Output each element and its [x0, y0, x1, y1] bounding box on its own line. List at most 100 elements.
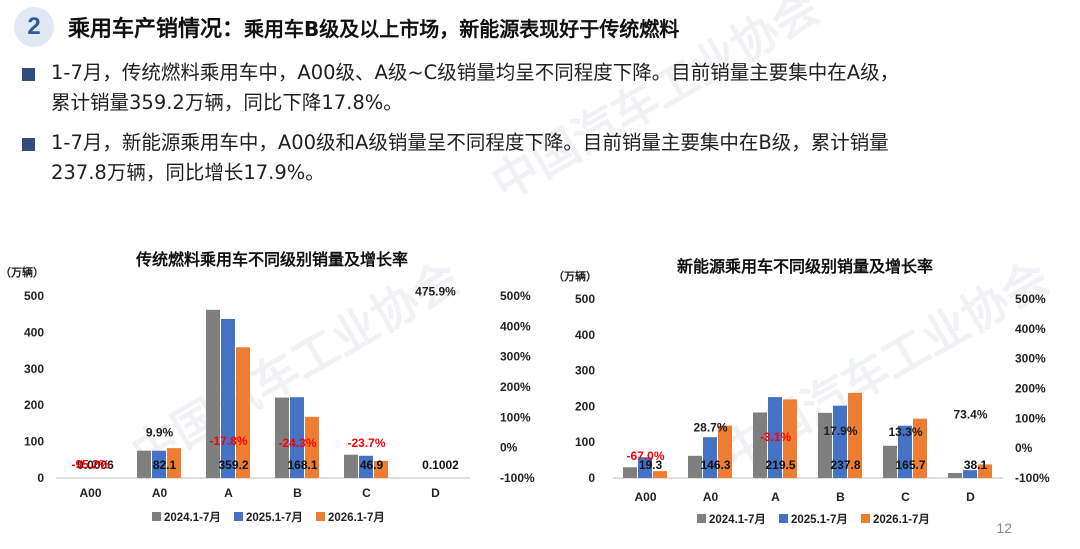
slide-header: 2 乘用车产销情况： 乘用车B级及以上市场，新能源表现好于传统燃料 — [14, 6, 679, 48]
legend-label: 2025.1-7月 — [246, 511, 303, 524]
value-label: 46.9 — [360, 458, 384, 472]
bar-A0-2024.1-7月 — [688, 455, 702, 478]
y2-tick-label: -100% — [1015, 471, 1050, 485]
chart-traditional-fuel: 传统燃料乘用车不同级别销量及增长率 （万辆） 0 100 200 300 400 500 -10… — [0, 250, 535, 524]
bullet-line: 237.8万辆，同比增长17.9%。 — [51, 161, 325, 184]
y-tick-label: 400 — [575, 328, 595, 342]
y-tick-label: 100 — [24, 435, 44, 449]
y2-tick-label: 100% — [500, 410, 531, 424]
growth-label: -24.3% — [278, 436, 316, 450]
bar-C-2024.1-7月 — [883, 445, 897, 478]
bar-A-2024.1-7月 — [206, 309, 220, 478]
y-tick-label: 100 — [575, 435, 595, 449]
bar-B-2025.1-7月 — [833, 405, 847, 478]
bar-B-2026.1-7月 — [305, 416, 319, 478]
y2-tick-label: 200% — [500, 380, 531, 394]
legend-swatch — [861, 514, 870, 523]
x-tick-label: B — [293, 486, 302, 500]
legend-label: 2026.1-7月 — [328, 511, 385, 524]
legend-label: 2025.1-7月 — [791, 513, 848, 526]
growth-label: 475.9% — [415, 284, 456, 298]
y-axis-unit-label: （万辆） — [0, 265, 44, 279]
y2-tick-label: -100% — [500, 471, 535, 485]
bullet-list: 1-7月，传统燃料乘用车中，A00级、A级~C级销量均呈不同程度下降。目前销量主… — [22, 58, 1067, 198]
value-label: 219.5 — [765, 458, 795, 472]
slide-subtitle: 乘用车B级及以上市场，新能源表现好于传统燃料 — [244, 16, 680, 41]
bar-D-2025.1-7月 — [963, 470, 977, 478]
value-label: 38.1 — [964, 458, 988, 472]
chart-title: 传统燃料乘用车不同级别销量及增长率 — [135, 250, 408, 269]
y-tick-label: 0 — [37, 471, 44, 485]
bar-B-2025.1-7月 — [290, 397, 304, 478]
y2-tick-label: 200% — [1015, 382, 1046, 396]
bar-A0-2026.1-7月 — [718, 425, 732, 478]
bullet-item: 1-7月，新能源乘用车中，A00级和A级销量呈不同程度下降。目前销量主要集中在B… — [22, 128, 1067, 188]
legend-label: 2026.1-7月 — [873, 513, 930, 526]
chart-new-energy: 新能源乘用车不同级别销量及增长率 （万辆） 0 100 200 300 400 500 -100… — [553, 257, 1050, 526]
bullet-line: 1-7月，新能源乘用车中，A00级和A级销量呈不同程度下降。目前销量主要集中在B… — [51, 131, 889, 154]
value-label: 237.8 — [830, 458, 860, 472]
bar-A-2025.1-7月 — [768, 397, 782, 478]
x-tick-label: B — [836, 490, 845, 504]
bar-B-2024.1-7月 — [818, 412, 832, 478]
y2-tick-label: 500% — [1015, 292, 1046, 306]
slide-title: 乘用车产销情况： — [68, 17, 245, 42]
y2-tick-label: 500% — [500, 289, 531, 303]
bar-A-2026.1-7月 — [236, 347, 250, 478]
y2-tick-label: 100% — [1015, 411, 1046, 425]
y-tick-label: 500 — [24, 289, 44, 303]
y-tick-label: 300 — [24, 362, 44, 376]
bar-D-2026.1-7月 — [978, 464, 992, 478]
bar-A-2026.1-7月 — [783, 399, 797, 478]
growth-label: -17.8% — [209, 434, 247, 448]
y2-tick-label: 400% — [1015, 322, 1046, 336]
y-tick-label: 300 — [575, 364, 595, 378]
bullet-square-icon — [22, 68, 35, 81]
x-tick-label: A00 — [634, 490, 656, 504]
growth-label: -67.0% — [626, 449, 664, 463]
y2-tick-label: 0% — [500, 441, 518, 455]
y-axis-unit-label: （万辆） — [553, 269, 597, 283]
bar-A-2025.1-7月 — [221, 318, 235, 478]
legend-swatch — [316, 512, 325, 521]
bar-C-2025.1-7月 — [359, 455, 373, 478]
bar-C-2026.1-7月 — [913, 418, 927, 478]
y-tick-label: 500 — [575, 292, 595, 306]
growth-label: -95.2% — [71, 458, 109, 472]
x-tick-label: D — [431, 486, 440, 500]
value-label: 146.3 — [700, 458, 730, 472]
legend-label: 2024.1-7月 — [164, 511, 221, 524]
bar-A00-2024.1-7月 — [623, 467, 637, 478]
legend-label: 2024.1-7月 — [709, 513, 766, 526]
x-tick-label: C — [362, 486, 371, 500]
bar-C-2025.1-7月 — [898, 425, 912, 478]
x-tick-label: D — [966, 490, 975, 504]
growth-label: -3.1% — [760, 430, 792, 444]
growth-label: 13.3% — [888, 425, 922, 439]
legend-swatch — [697, 514, 706, 523]
bar-A0-2024.1-7月 — [137, 450, 151, 478]
y-tick-label: 0 — [588, 471, 595, 485]
y-tick-label: 200 — [24, 398, 44, 412]
value-label: 359.2 — [218, 458, 248, 472]
bar-C-2026.1-7月 — [374, 460, 388, 478]
growth-label: 9.9% — [146, 426, 174, 440]
section-number-badge: 2 — [14, 7, 54, 47]
x-tick-label: C — [901, 490, 910, 504]
value-label: 168.1 — [287, 458, 317, 472]
y-tick-label: 200 — [575, 399, 595, 413]
bar-B-2024.1-7月 — [275, 397, 289, 478]
x-tick-label: A — [771, 490, 780, 504]
x-tick-label: A0 — [152, 486, 168, 500]
bar-A-2024.1-7月 — [753, 412, 767, 478]
x-tick-label: A00 — [79, 486, 101, 500]
bar-A00-2026.1-7月 — [653, 471, 667, 478]
legend-swatch — [234, 512, 243, 521]
bullet-square-icon — [22, 138, 35, 151]
page-number: 12 — [996, 520, 1012, 536]
bullet-item: 1-7月，传统燃料乘用车中，A00级、A级~C级销量均呈不同程度下降。目前销量主… — [22, 58, 1067, 118]
x-tick-label: A0 — [703, 490, 719, 504]
growth-label: 28.7% — [693, 421, 727, 435]
growth-label: 17.9% — [823, 424, 857, 438]
bar-A0-2026.1-7月 — [167, 448, 181, 478]
